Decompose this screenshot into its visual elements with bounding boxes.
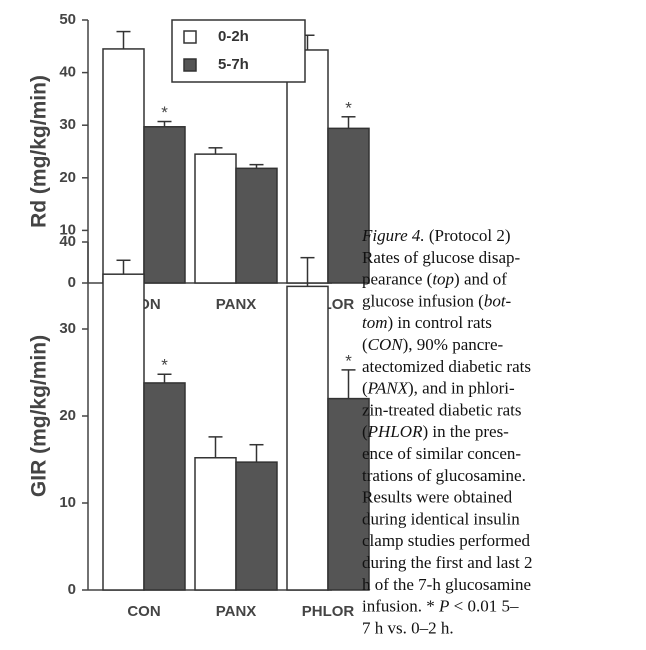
caption-text: < 0.01 5– xyxy=(449,597,519,616)
significance-marker: * xyxy=(345,351,352,370)
caption-text: 7 h vs. 0–2 h. xyxy=(362,618,454,637)
bar xyxy=(235,167,278,284)
caption-line: during the first and last 2 xyxy=(362,553,532,572)
caption-text: h of the 7-h glucosamine xyxy=(362,575,531,594)
x-tick-label: PANX xyxy=(216,296,257,313)
caption-text: ), and in phlori- xyxy=(408,379,515,398)
caption-text: PANX xyxy=(367,379,409,398)
y-tick-label: 10 xyxy=(59,221,76,238)
legend-swatch xyxy=(183,58,197,72)
y-tick-label: 50 xyxy=(59,11,76,28)
caption-text: ) and of xyxy=(454,270,507,289)
caption-line: ence of similar concen- xyxy=(362,444,521,463)
caption-text: ( xyxy=(362,422,368,441)
y-axis-label: GIR (mg/kg/min) xyxy=(28,335,51,497)
caption-text: ( xyxy=(362,379,368,398)
caption-line: trations of glucosamine. xyxy=(362,466,526,485)
caption-line: atectomized diabetic rats xyxy=(362,357,531,376)
caption-text: glucose infusion ( xyxy=(362,291,484,310)
bar xyxy=(235,461,278,591)
y-tick-label: 30 xyxy=(59,116,76,133)
caption-line: Rates of glucose disap- xyxy=(362,248,520,267)
caption-line: zin-treated diabetic rats xyxy=(362,400,522,419)
y-tick-label: 0 xyxy=(68,274,76,291)
caption-text: infusion. * xyxy=(362,597,439,616)
caption-line: during identical insulin xyxy=(362,509,520,528)
caption-text: tom xyxy=(362,313,388,332)
caption-text: top xyxy=(432,270,454,289)
bar xyxy=(102,48,145,284)
caption-line: h of the 7-h glucosamine xyxy=(362,575,531,594)
caption-text: CON xyxy=(368,335,405,354)
caption-text: Results were obtained xyxy=(362,488,513,507)
caption-text: Figure 4. xyxy=(361,226,425,245)
y-tick-label: 20 xyxy=(59,407,76,424)
caption-text: during the first and last 2 xyxy=(362,553,532,572)
x-tick-label: PHLOR xyxy=(302,603,355,620)
caption-line: tom) in control rats xyxy=(362,313,492,332)
bar xyxy=(286,285,329,591)
legend-label: 0-2h xyxy=(218,28,249,45)
legend-swatch xyxy=(183,30,197,44)
caption-text: ) in the pres- xyxy=(422,422,509,441)
caption-text: ( xyxy=(362,335,368,354)
caption-line: clamp studies performed xyxy=(362,531,531,550)
x-tick-label: PANX xyxy=(216,603,257,620)
caption-text: Rates of glucose disap- xyxy=(362,248,520,267)
y-tick-label: 10 xyxy=(59,494,76,511)
y-tick-label: 20 xyxy=(59,169,76,186)
caption-line: 7 h vs. 0–2 h. xyxy=(362,618,454,637)
significance-marker: * xyxy=(161,103,168,122)
caption-text: atectomized diabetic rats xyxy=(362,357,531,376)
bar xyxy=(194,457,237,591)
caption-text: ) in control rats xyxy=(388,313,492,332)
caption-text: during identical insulin xyxy=(362,509,520,528)
y-tick-label: 0 xyxy=(68,581,76,598)
caption-line: (PANX), and in phlori- xyxy=(362,379,515,398)
caption-text: bot- xyxy=(484,291,512,310)
y-tick-label: 40 xyxy=(59,64,76,81)
caption-text: ), 90% pancre- xyxy=(403,335,504,354)
significance-marker: * xyxy=(161,356,168,375)
caption-line: Results were obtained xyxy=(362,488,513,507)
caption-text: (Protocol 2) xyxy=(425,226,511,245)
bar xyxy=(327,397,370,591)
bar xyxy=(286,49,329,284)
caption-line: infusion. * P < 0.01 5– xyxy=(362,597,519,616)
caption-text: P xyxy=(438,597,449,616)
bar xyxy=(194,153,237,284)
bar xyxy=(143,382,186,591)
y-axis-label: Rd (mg/kg/min) xyxy=(28,75,51,228)
caption-line: (CON), 90% pancre- xyxy=(362,335,504,354)
caption-text: pearance ( xyxy=(362,270,433,289)
caption-text: ence of similar concen- xyxy=(362,444,521,463)
bar xyxy=(143,126,186,284)
x-tick-label: CON xyxy=(127,603,160,620)
caption-text: trations of glucosamine. xyxy=(362,466,526,485)
y-tick-label: 40 xyxy=(59,233,76,250)
bar xyxy=(327,127,370,284)
caption-line: Figure 4. (Protocol 2) xyxy=(361,226,511,245)
bar xyxy=(102,273,145,591)
caption-text: PHLOR xyxy=(367,422,423,441)
legend-label: 5-7h xyxy=(218,56,249,73)
caption-line: pearance (top) and of xyxy=(362,270,507,289)
caption-line: glucose infusion (bot- xyxy=(362,291,512,310)
caption-text: zin-treated diabetic rats xyxy=(362,400,522,419)
caption-text: clamp studies performed xyxy=(362,531,531,550)
significance-marker: * xyxy=(345,98,352,117)
y-tick-label: 30 xyxy=(59,320,76,337)
caption-line: (PHLOR) in the pres- xyxy=(362,422,509,441)
